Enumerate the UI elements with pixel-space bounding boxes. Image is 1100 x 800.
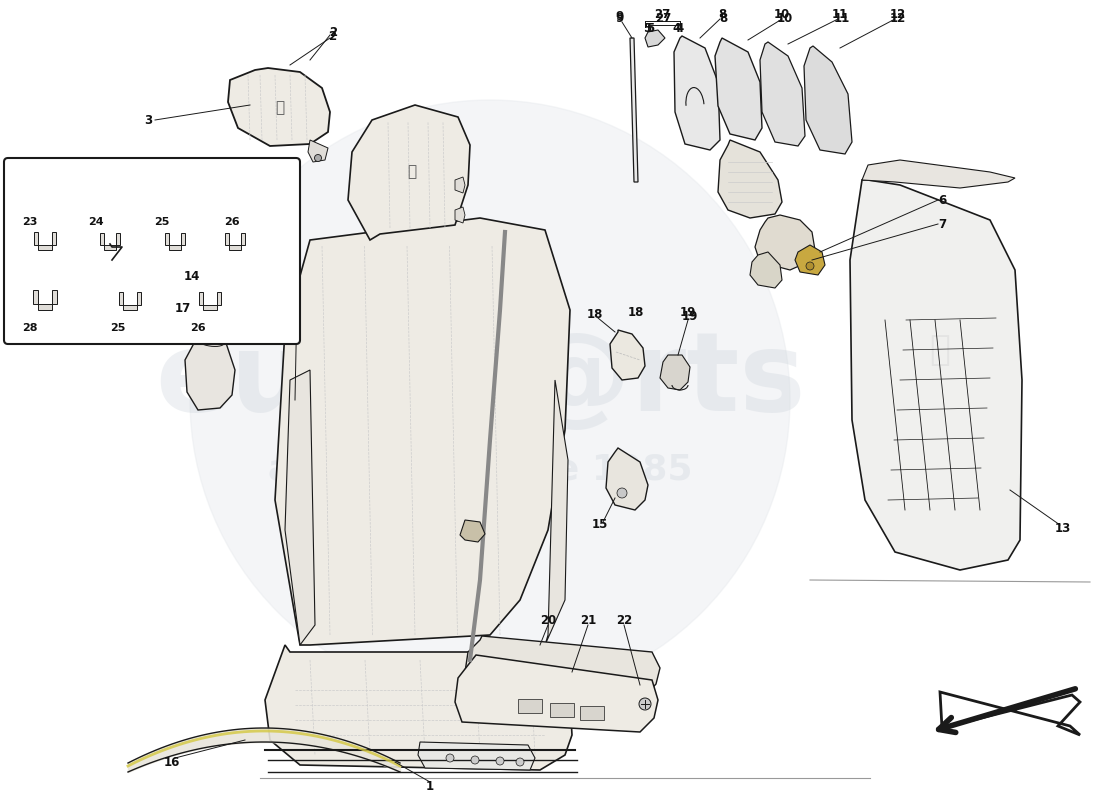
Polygon shape [455,207,465,223]
Polygon shape [100,233,120,250]
Text: 20: 20 [540,614,557,627]
Polygon shape [718,140,782,218]
Text: a passion since 1985: a passion since 1985 [267,453,692,487]
Polygon shape [862,160,1015,188]
Text: 9: 9 [616,13,624,26]
Text: 18: 18 [628,306,645,318]
Polygon shape [226,233,245,250]
Text: 27: 27 [654,13,671,26]
Text: 2: 2 [328,30,337,43]
Text: 3: 3 [144,114,152,126]
Circle shape [471,756,478,764]
Polygon shape [245,295,300,342]
Text: 🐴: 🐴 [930,333,950,367]
Text: 8: 8 [719,11,727,25]
Polygon shape [33,290,57,310]
Polygon shape [418,742,535,770]
Polygon shape [850,180,1022,570]
Polygon shape [308,140,328,162]
Polygon shape [285,370,315,645]
Polygon shape [606,448,648,510]
Polygon shape [760,42,805,146]
Text: 10: 10 [777,11,793,25]
Polygon shape [199,292,221,310]
Circle shape [315,154,321,162]
Text: 27: 27 [653,9,670,22]
Polygon shape [674,36,720,150]
Text: 4: 4 [675,22,684,35]
Polygon shape [660,355,690,390]
Text: 28: 28 [22,323,37,333]
Text: 15: 15 [592,518,608,531]
Text: 5: 5 [642,22,651,35]
Text: 1: 1 [426,779,434,793]
Polygon shape [715,38,762,140]
Text: 25: 25 [110,323,125,333]
Polygon shape [518,699,542,713]
Text: 23: 23 [22,217,37,227]
Text: europ@rts: europ@rts [155,326,805,434]
Polygon shape [455,177,465,193]
Circle shape [516,758,524,766]
Circle shape [446,754,454,762]
Text: 8: 8 [718,9,726,22]
Text: 7: 7 [938,218,946,230]
Polygon shape [795,245,825,275]
Polygon shape [460,520,485,542]
Text: 🐴: 🐴 [275,101,285,115]
Circle shape [496,757,504,765]
Circle shape [617,488,627,498]
Circle shape [190,100,790,700]
Text: 19: 19 [682,310,698,322]
Circle shape [265,319,275,329]
Text: 11: 11 [832,9,848,22]
Text: 21: 21 [580,614,596,627]
Polygon shape [165,233,185,250]
Text: 11: 11 [834,11,850,25]
Circle shape [284,324,292,332]
Text: 22: 22 [616,614,632,627]
Text: 2: 2 [329,26,337,38]
Polygon shape [645,30,665,47]
Text: 12: 12 [890,11,906,25]
Polygon shape [544,380,568,645]
Polygon shape [804,46,853,154]
Text: 12: 12 [890,9,906,22]
Polygon shape [465,636,660,696]
Text: 4: 4 [673,22,681,34]
Text: 26: 26 [224,217,240,227]
Polygon shape [630,38,638,182]
Text: 14: 14 [184,270,200,283]
Text: 25: 25 [154,217,169,227]
Text: 19: 19 [680,306,696,318]
Polygon shape [940,692,1080,735]
Text: 17: 17 [175,302,191,314]
Text: 9: 9 [616,10,624,22]
Text: 6: 6 [938,194,946,206]
Text: 26: 26 [190,323,206,333]
Circle shape [806,262,814,270]
Text: 13: 13 [1055,522,1071,534]
Polygon shape [550,703,574,717]
Polygon shape [34,232,56,250]
Polygon shape [755,215,815,270]
Polygon shape [185,328,235,410]
Text: 10: 10 [774,9,790,22]
Text: 16: 16 [164,755,180,769]
FancyBboxPatch shape [4,158,300,344]
Polygon shape [119,292,141,310]
Text: 5: 5 [646,22,654,34]
Polygon shape [265,645,572,770]
Text: 24: 24 [88,217,103,227]
Text: 18: 18 [586,307,603,321]
Polygon shape [348,105,470,240]
Polygon shape [580,706,604,720]
Polygon shape [275,218,570,645]
Polygon shape [610,330,645,380]
Circle shape [639,698,651,710]
Text: 🐴: 🐴 [407,165,417,179]
Polygon shape [750,252,782,288]
Polygon shape [228,68,330,146]
Polygon shape [455,655,658,732]
